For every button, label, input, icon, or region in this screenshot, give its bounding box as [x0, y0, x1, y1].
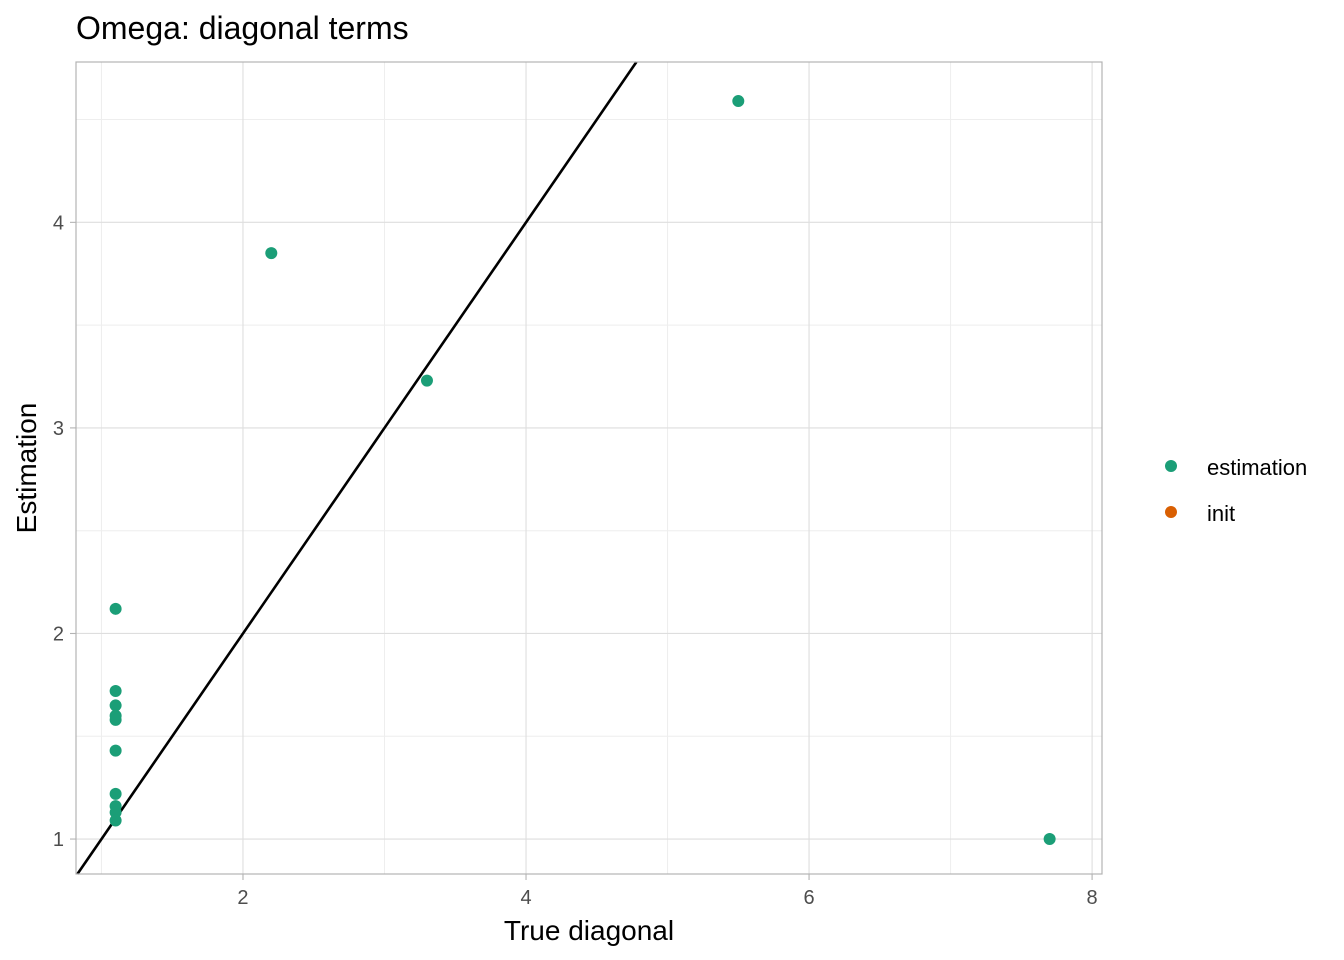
x-tick-label-2: 6 [803, 887, 814, 909]
legend: estimation init [1165, 455, 1307, 526]
legend-label-estimation: estimation [1207, 455, 1307, 480]
y-tick-label-0: 1 [53, 829, 64, 851]
y-tick-label-1: 2 [53, 623, 64, 645]
estimation-point-11 [420, 374, 433, 387]
x-axis: 2 4 6 8 [237, 874, 1098, 909]
estimation-point-4 [109, 713, 122, 726]
identity-line [76, 61, 638, 875]
estimation-point-2 [109, 699, 122, 712]
y-axis-title: Estimation [11, 403, 42, 534]
estimation-point-5 [109, 744, 122, 757]
estimation-point-8 [109, 806, 122, 819]
legend-key-estimation [1165, 460, 1177, 472]
x-tick-label-3: 8 [1087, 887, 1098, 909]
x-tick-label-1: 4 [520, 887, 531, 909]
estimation-point-6 [109, 787, 122, 800]
estimation-point-0 [109, 602, 122, 615]
reference-line-layer [76, 61, 638, 875]
estimation-point-12 [732, 95, 745, 108]
minor-grid [76, 62, 1102, 874]
y-tick-label-3: 4 [53, 212, 64, 234]
chart-title: Omega: diagonal terms [76, 10, 409, 46]
estimation-point-13 [1043, 833, 1056, 846]
y-axis: 1 2 3 4 [53, 212, 76, 851]
points-layer [109, 95, 1056, 846]
estimation-point-9 [109, 814, 122, 827]
panel-border [75, 61, 1103, 875]
x-tick-label-0: 2 [237, 887, 248, 909]
estimation-point-1 [109, 685, 122, 698]
x-axis-title: True diagonal [504, 915, 674, 946]
estimation-point-10 [265, 247, 278, 260]
legend-label-init: init [1207, 501, 1235, 526]
major-grid [76, 62, 1102, 874]
legend-key-init [1165, 506, 1177, 518]
y-tick-label-2: 3 [53, 418, 64, 440]
